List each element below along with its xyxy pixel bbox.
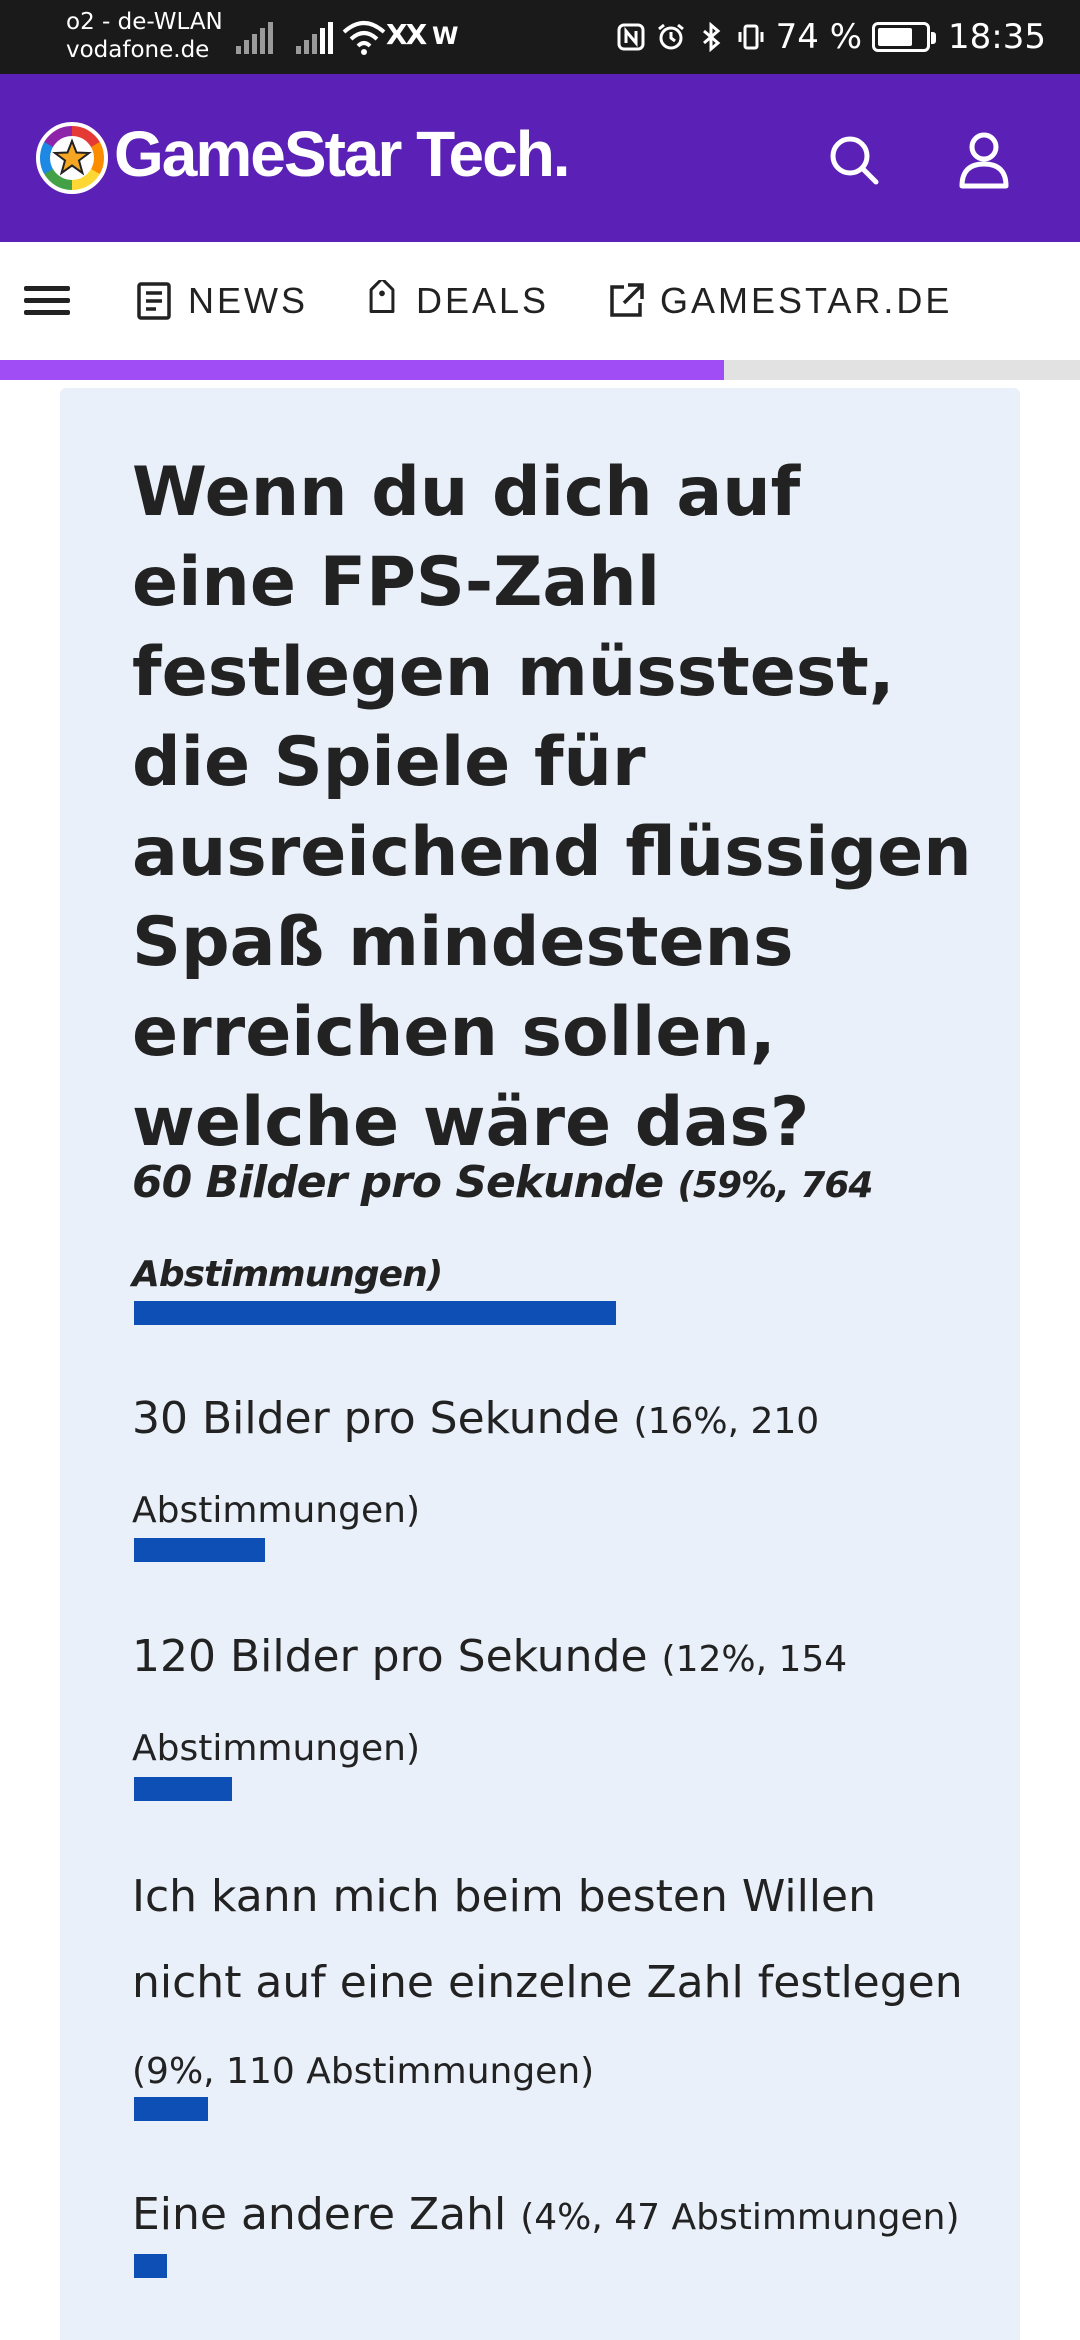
poll-option-3-bar	[134, 1777, 232, 1801]
search-button[interactable]	[818, 124, 890, 196]
poll-option-stat: (16%, 210 Abstimmungen)	[132, 1401, 820, 1531]
site-logo[interactable]: GameStar Tech.	[114, 118, 571, 190]
poll-option-5-label: Eine andere Zahl (4%, 47 Abstimmungen)	[132, 2172, 972, 2261]
poll-option-text: 30 Bilder pro Sekunde	[132, 1393, 620, 1444]
battery-text: 74 %	[775, 17, 863, 57]
poll-option-text: Eine andere Zahl	[132, 2189, 507, 2240]
menu-icon-line	[24, 298, 70, 303]
status-bar: o2 - de-WLAN vodafone.de XX W 74 %	[0, 0, 1080, 74]
poll-option-2-bar	[134, 1538, 265, 1562]
signal-icon-2	[296, 20, 336, 54]
reading-progress-bar	[0, 360, 1080, 380]
battery-icon	[872, 22, 937, 52]
logo-badge-icon[interactable]	[36, 122, 108, 194]
carrier-line-1: o2 - de-WLAN	[66, 9, 223, 35]
carrier-info: o2 - de-WLAN vodafone.de	[66, 8, 223, 64]
signal-icon	[236, 20, 276, 54]
poll-option-text: Ich kann mich beim besten Willen nicht a…	[132, 1871, 963, 2008]
tag-icon	[362, 280, 402, 321]
poll-question: Wenn du dich auf eine FPS-Zahl festlegen…	[132, 453, 972, 1162]
reading-progress-fill	[0, 360, 724, 380]
poll-option-3-label: 120 Bilder pro Sekunde (12%, 154 Abstimm…	[132, 1614, 972, 1792]
battery-fill	[878, 28, 913, 46]
nfc-icon	[617, 23, 645, 51]
wifi-icon	[342, 21, 386, 55]
poll-option-text: 60 Bilder pro Sekunde	[132, 1157, 664, 1208]
search-icon	[830, 136, 879, 185]
news-icon	[134, 281, 174, 321]
poll-option-4-bar	[134, 2097, 208, 2121]
site-header: GameStar Tech.	[0, 74, 1080, 242]
poll-option-1-label: 60 Bilder pro Sekunde (59%, 764 Abstimmu…	[132, 1140, 972, 1318]
poll-card: Wenn du dich auf eine FPS-Zahl festlegen…	[60, 388, 1020, 2340]
poll-option-stat: (4%, 47 Abstimmungen)	[520, 2197, 960, 2238]
user-icon	[959, 132, 1009, 189]
poll-option-stat: (12%, 154 Abstimmungen)	[132, 1639, 848, 1769]
poll-option-stat: (9%, 110 Abstimmungen)	[132, 2051, 595, 2092]
menu-icon-line	[24, 310, 70, 315]
nav-item-label: DEALS	[416, 280, 550, 321]
nav-item-label: NEWS	[188, 280, 308, 321]
external-link-icon	[606, 281, 646, 321]
clock: 18:35	[948, 17, 1046, 57]
status-right: 74 % 18:35	[616, 14, 1046, 60]
carrier-line-2: vodafone.de	[66, 37, 210, 63]
vibrate-icon	[738, 24, 764, 50]
poll-option-text: 120 Bilder pro Sekunde	[132, 1631, 648, 1682]
account-button[interactable]	[948, 124, 1020, 196]
nav-bar: NEWS DEALS GAMESTAR.DE	[0, 242, 1080, 360]
poll-option-1-bar	[134, 1301, 616, 1325]
menu-icon-line	[24, 286, 70, 291]
status-extra-2: W	[432, 22, 459, 50]
nav-item-deals[interactable]: DEALS	[362, 242, 549, 360]
nav-item-gamestar[interactable]: GAMESTAR.DE	[606, 242, 952, 360]
poll-option-stat: (59%, 764 Abstimmungen)	[132, 1165, 873, 1295]
bluetooth-icon	[702, 22, 720, 52]
alarm-icon	[657, 23, 684, 50]
status-extra-1: XX	[386, 18, 427, 51]
nav-item-label: GAMESTAR.DE	[660, 280, 953, 321]
poll-option-4-label: Ich kann mich beim besten Willen nicht a…	[132, 1854, 972, 2115]
menu-button[interactable]	[18, 276, 78, 326]
nav-item-news[interactable]: NEWS	[134, 242, 308, 360]
poll-option-5-bar	[134, 2254, 167, 2278]
poll-option-2-label: 30 Bilder pro Sekunde (16%, 210 Abstimmu…	[132, 1376, 972, 1554]
